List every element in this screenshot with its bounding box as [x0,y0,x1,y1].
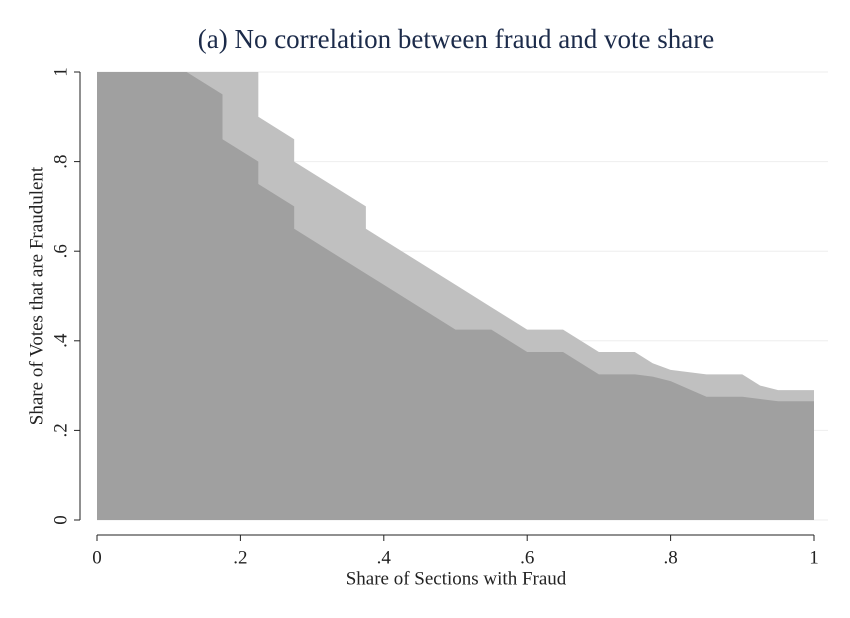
y-tick-label: .4 [50,333,71,348]
x-tick-label: .8 [663,547,677,568]
x-tick-label: 1 [809,547,819,568]
x-tick-label: .2 [233,547,247,568]
x-tick-label: 0 [92,547,102,568]
y-tick-label: .6 [50,244,71,258]
area [97,72,814,520]
x-tick-label: .6 [520,547,534,568]
y-tick-label: .2 [50,423,71,437]
chart-title: (a) No correlation between fraud and vot… [198,24,715,54]
y-tick-label: 0 [50,515,71,525]
y-tick-label: 1 [50,67,71,77]
y-tick-label: .8 [50,154,71,168]
y-axis-title: Share of Votes that are Fraudulent [26,166,47,425]
x-tick-label: .4 [377,547,392,568]
x-axis-title: Share of Sections with Fraud [346,568,567,589]
